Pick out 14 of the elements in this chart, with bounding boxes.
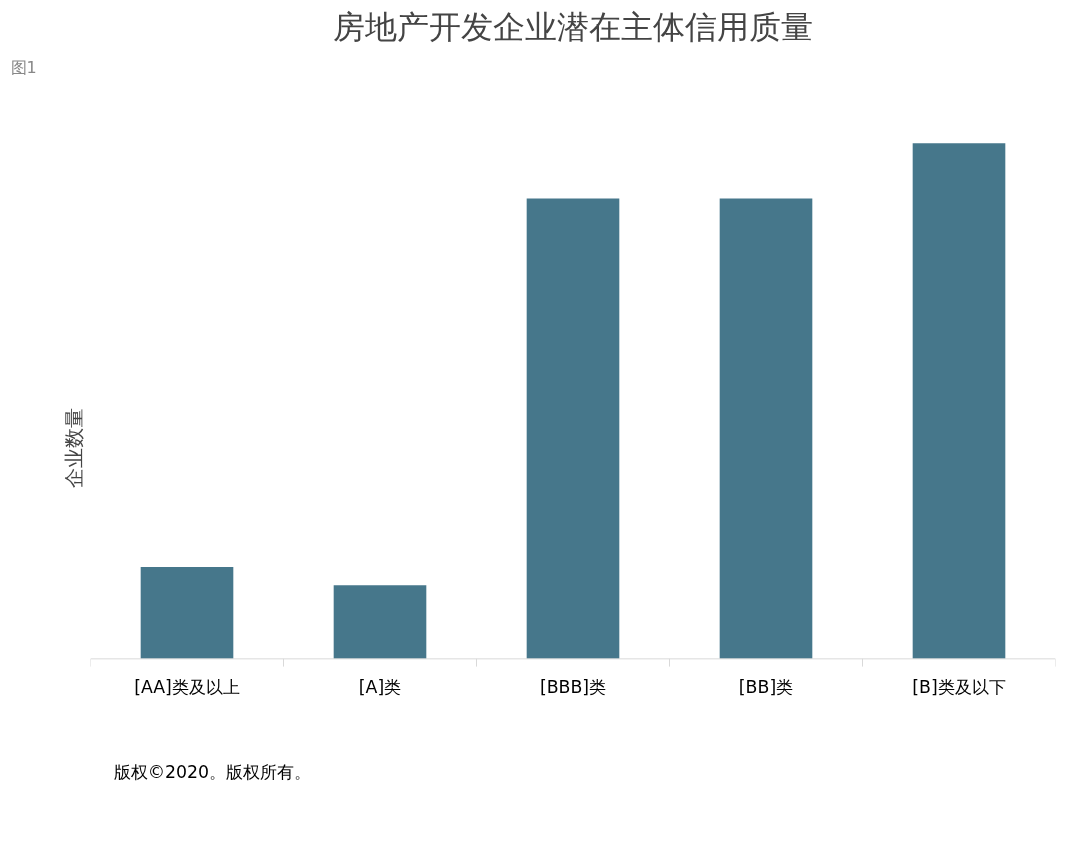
x-tick-label: [B]类及以下: [912, 676, 1006, 697]
bar: [526, 198, 620, 659]
bar: [140, 567, 234, 659]
bar: [333, 585, 427, 659]
x-tick-label: [A]类: [358, 676, 402, 697]
y-axis-title: 企业数量: [61, 407, 86, 488]
x-tick-label: [BB]类: [738, 676, 794, 697]
bar: [912, 143, 1006, 659]
text: 版权©2020。版权所有。: [113, 761, 312, 782]
chart-title: 房地产开发企业潜在主体信用质量: [333, 7, 813, 46]
caption: 图1: [10, 57, 37, 77]
x-tick-label: [AA]类及以上: [134, 676, 240, 697]
x-tick-label: [BBB]类: [539, 676, 607, 697]
bar: [719, 198, 813, 659]
